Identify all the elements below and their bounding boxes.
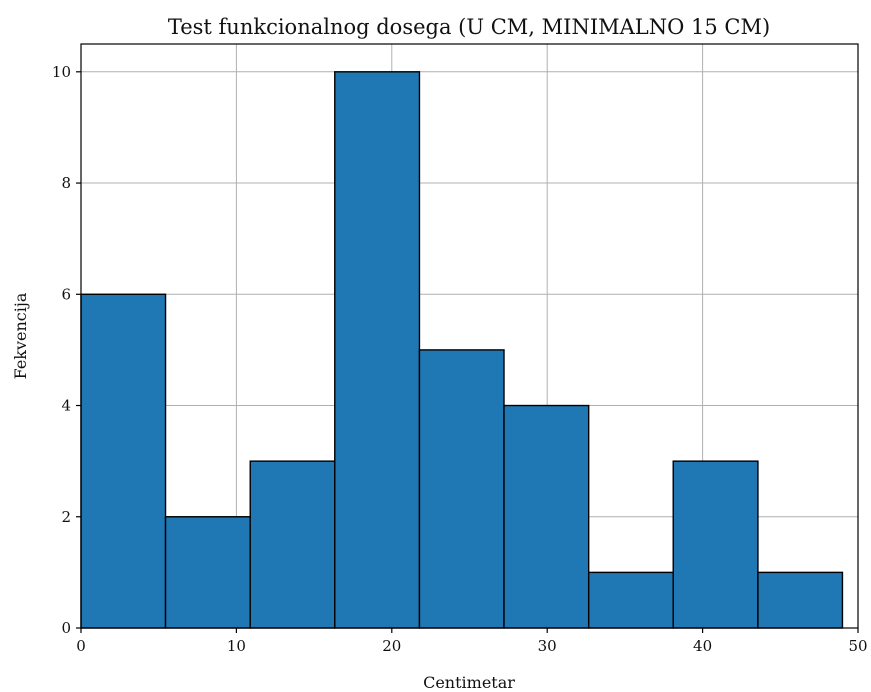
y-tick-label: 10 <box>52 63 71 81</box>
histogram-bar-6 <box>503 404 590 629</box>
histogram-bar-3 <box>249 460 336 629</box>
x-tick-label: 0 <box>76 637 86 655</box>
plot-frame <box>80 43 859 629</box>
histogram-bar-1 <box>80 293 167 629</box>
y-axis-ticks: 0 2 4 6 8 10 <box>52 63 81 637</box>
histogram-bar-2 <box>164 516 251 629</box>
x-tick-label: 10 <box>227 637 246 655</box>
chart-title: Test funkcionalnog dosega (U CM, MINIMAL… <box>168 15 770 39</box>
histogram-bar-7 <box>587 571 674 629</box>
x-tick-label: 20 <box>382 637 401 655</box>
histogram-bar-5 <box>418 349 505 629</box>
x-tick-label: 40 <box>693 637 712 655</box>
y-tick-label: 4 <box>61 397 71 415</box>
histogram-bar-4 <box>334 71 421 629</box>
y-tick-label: 8 <box>61 174 71 192</box>
x-tick-label: 30 <box>538 637 557 655</box>
histogram-bar-9 <box>757 571 844 629</box>
x-axis-ticks: 0 10 20 30 40 50 <box>76 628 868 655</box>
y-tick-label: 0 <box>61 619 71 637</box>
histogram-bar-8 <box>672 460 759 629</box>
bars <box>80 71 844 629</box>
y-tick-label: 2 <box>61 508 71 526</box>
y-tick-label: 6 <box>61 285 71 303</box>
y-axis-label: Fekvencija <box>11 292 30 379</box>
x-axis-label: Centimetar <box>423 673 515 692</box>
x-tick-label: 50 <box>848 637 867 655</box>
